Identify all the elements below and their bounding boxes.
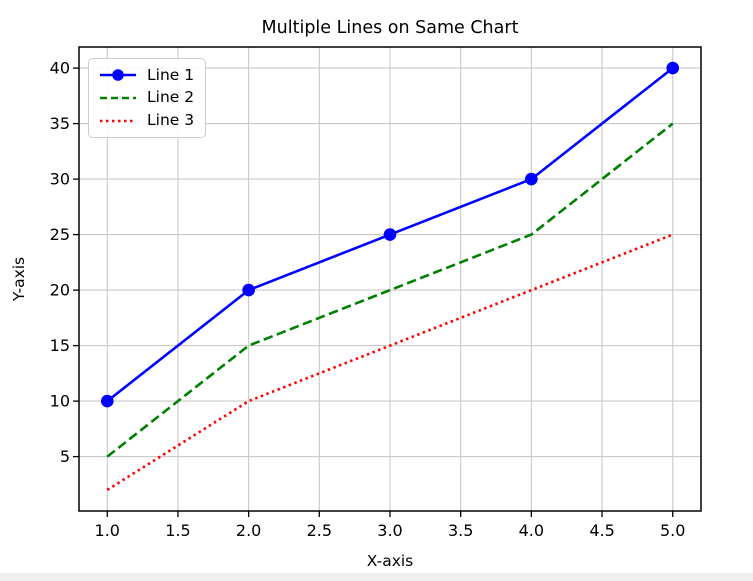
legend-item-line-2: Line 2: [98, 87, 194, 110]
window-bottom-strip: [0, 573, 753, 581]
series-line-3: [106, 233, 674, 492]
dotted-line-icon: [100, 119, 136, 122]
x-tick-label: 2.5: [307, 521, 332, 540]
y-tick-label: 35: [50, 114, 70, 133]
x-tick-label: 4.0: [519, 521, 544, 540]
y-axis-label: Y-axis: [10, 257, 28, 302]
x-tick-label: 1.5: [165, 521, 190, 540]
y-tick-label: 30: [50, 170, 70, 189]
series-line-2: [106, 122, 674, 458]
legend: Line 1 Line 2 Line 3: [88, 58, 207, 138]
data-point-marker: [100, 394, 114, 408]
series-layer: [100, 61, 680, 492]
legend-item-line-1: Line 1: [98, 64, 194, 87]
legend-item-line-3: Line 3: [98, 109, 194, 132]
x-tick-label: 1.0: [95, 521, 120, 540]
x-tick-label: 4.5: [589, 521, 614, 540]
y-tick-label: 5: [60, 447, 70, 466]
x-axis-label: X-axis: [367, 552, 414, 570]
y-tick-label: 15: [50, 336, 70, 355]
x-tick-label: 2.0: [236, 521, 261, 540]
y-tick-label: 25: [50, 225, 70, 244]
data-point-marker: [242, 283, 255, 297]
legend-sample-marker: [112, 69, 124, 82]
y-tick-label: 40: [50, 59, 70, 78]
data-point-marker: [666, 61, 680, 75]
data-point-marker: [383, 228, 397, 241]
x-tick-label: 5.0: [660, 521, 685, 540]
x-tick-label: 3.0: [377, 521, 402, 540]
data-point-marker: [525, 172, 538, 186]
y-tick-label: 10: [50, 392, 70, 411]
legend-label-line-1: Line 1: [147, 65, 195, 84]
chart-title: Multiple Lines on Same Chart: [262, 18, 519, 38]
x-tick-label: 3.5: [448, 521, 473, 540]
solid-line-marker-icon: [100, 69, 136, 82]
y-tick-label: 20: [50, 281, 70, 300]
dashed-line-icon: [100, 96, 136, 100]
legend-label-line-2: Line 2: [147, 88, 195, 107]
legend-label-line-3: Line 3: [147, 110, 195, 129]
axis-layer: 1.0 1.5 2.0 2.5 3.0 3.5 4.0 4.5 5.0 5 10 15 20 25 30 35…: [50, 46, 702, 540]
